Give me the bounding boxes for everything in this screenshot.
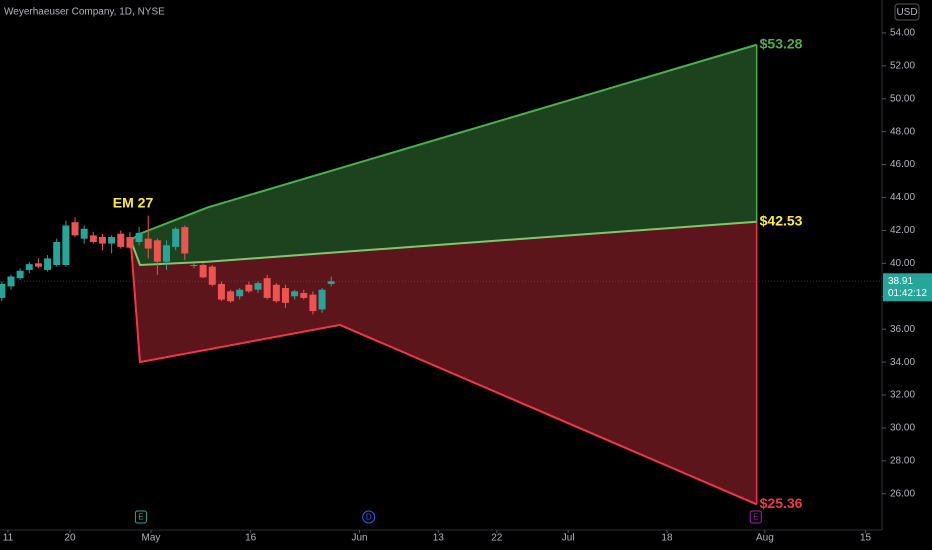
x-tick-label: 15 [860, 533, 872, 544]
candle-body [208, 266, 216, 285]
candle-body [62, 225, 70, 265]
lower-zone [130, 221, 757, 505]
candle-body [89, 235, 97, 242]
candle-body [327, 281, 335, 284]
currency[interactable]: USD [896, 7, 917, 18]
candle-body [126, 237, 134, 248]
candle-body [217, 283, 225, 300]
candle-body [190, 265, 198, 266]
event-label: E [138, 513, 143, 522]
upper-zone [130, 44, 757, 265]
y-tick-label: 48.00 [890, 126, 915, 137]
candle-body [108, 237, 116, 244]
currency-box[interactable] [894, 3, 920, 21]
x-tick-label: May [142, 533, 161, 544]
candle-body [227, 291, 235, 302]
candle-body [53, 241, 61, 265]
event-marker [749, 510, 762, 524]
candle-body [117, 233, 125, 247]
y-tick-label: 36.00 [890, 324, 915, 335]
y-tick-label: 34.00 [890, 357, 915, 368]
candle-body [71, 222, 79, 236]
candle-body [98, 237, 106, 244]
x-tick-label: 16 [245, 533, 257, 544]
level-label: $25.36 [760, 495, 803, 511]
candle-body [7, 276, 15, 287]
x-tick-label: 13 [433, 533, 445, 544]
candle-body [44, 258, 52, 270]
x-tick-label: Aug [756, 533, 774, 544]
y-tick-label: 50.00 [890, 93, 915, 104]
candle-body [236, 289, 244, 297]
candle-body [163, 245, 171, 262]
candle-body [135, 232, 143, 242]
last-price-box [883, 273, 932, 302]
event-label: E [753, 513, 758, 522]
y-tick-label: 32.00 [890, 390, 915, 401]
candle-body [254, 283, 262, 290]
x-tick-label: 20 [64, 533, 76, 544]
y-tick-label: 54.00 [890, 28, 915, 39]
candle-body [144, 238, 152, 249]
y-tick-label: 52.00 [890, 60, 915, 71]
x-tick-label: 18 [661, 533, 673, 544]
event-marker [134, 510, 147, 524]
mid-line [129, 220, 757, 267]
chart-title: Weyerhaeuser Company, 1D, NYSE [4, 7, 165, 18]
candle-body [181, 227, 189, 254]
event-marker [362, 510, 376, 524]
candle-body [281, 288, 289, 303]
x-tick-label: Jun [352, 533, 368, 544]
y-tick-label: 42.00 [890, 225, 915, 236]
candle-body [318, 289, 326, 310]
y-tick-label: 46.00 [890, 159, 915, 170]
y-tick-label: 28.00 [890, 456, 915, 467]
level-label: $42.53 [760, 212, 803, 228]
candle-body [172, 228, 180, 247]
candle-body [0, 283, 6, 298]
candle-body [291, 291, 299, 297]
candle-body [245, 284, 253, 292]
y-tick-label: 40.00 [890, 258, 915, 269]
candle-body [34, 263, 42, 267]
candle-body [80, 228, 88, 239]
candle-body [199, 265, 207, 278]
candle-body [153, 240, 161, 262]
annotation: EM 27 [113, 195, 154, 211]
lower-line [129, 241, 758, 506]
x-tick-label: 11 [3, 533, 14, 544]
level-label: $53.28 [760, 35, 803, 51]
last-price: 38.91 [888, 276, 913, 287]
candle-body [263, 278, 271, 298]
y-tick-label: 30.00 [890, 423, 915, 434]
countdown: 01:42:12 [888, 288, 927, 299]
candle-body [25, 264, 33, 270]
candle-body [309, 294, 317, 312]
upper-line [130, 43, 757, 242]
candle-body [16, 270, 24, 279]
candle-body [272, 284, 280, 302]
x-tick-label: Jul [562, 533, 575, 544]
y-tick-label: 26.00 [890, 488, 915, 499]
y-tick-label: 44.00 [890, 192, 915, 203]
x-tick-label: 22 [491, 533, 503, 544]
candle-body [300, 292, 308, 298]
event-label: D [366, 513, 372, 522]
